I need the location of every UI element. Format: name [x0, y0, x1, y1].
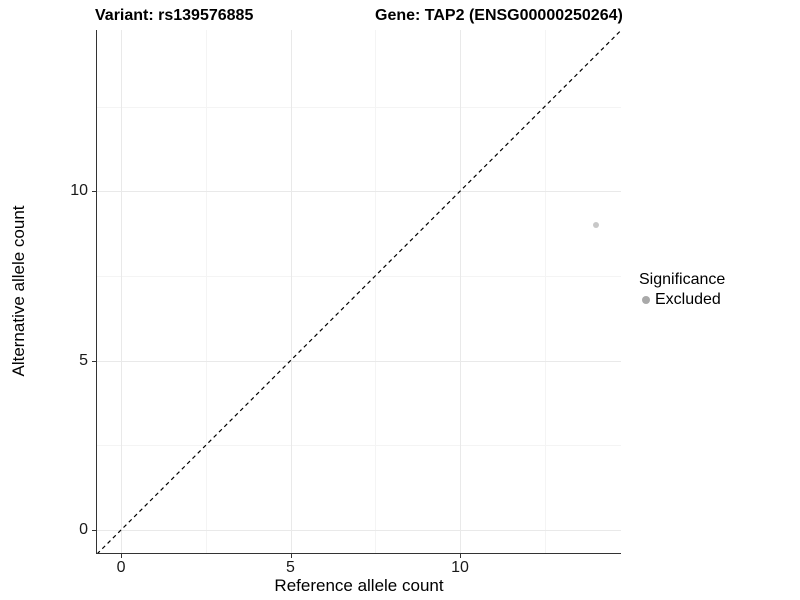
y-tick-label: 0 [79, 521, 88, 538]
plot-panel [96, 30, 621, 554]
data-point [592, 222, 599, 229]
y-axis-title: Alternative allele count [9, 205, 28, 377]
x-major-gridline [121, 30, 123, 553]
y-axis-tick [92, 360, 96, 362]
legend-key-dot-icon [642, 296, 650, 304]
y-tick-label: 10 [70, 182, 88, 200]
y-minor-gridline [97, 106, 621, 108]
x-tick-label: 10 [451, 559, 469, 576]
y-axis-tick [92, 191, 96, 193]
x-tick-label: 0 [116, 559, 126, 576]
y-axis-tick [92, 530, 96, 531]
legend-item-excluded: Excluded [639, 291, 725, 309]
x-minor-gridline [205, 30, 207, 553]
x-axis-title: Reference allele count [274, 576, 444, 595]
plot-title-gene: Gene: TAP2 (ENSG00000250264) [375, 7, 623, 24]
x-axis-tick [460, 554, 461, 558]
y-major-gridline [97, 191, 621, 193]
legend-title: Significance [639, 271, 726, 288]
x-axis-tick [290, 554, 292, 558]
legend-item-label: Excluded [655, 291, 721, 308]
x-tick-label: 5 [286, 559, 295, 576]
y-minor-gridline [97, 445, 621, 447]
legend: Significance Excluded [639, 270, 725, 309]
x-major-gridline [460, 30, 461, 553]
x-major-gridline [290, 30, 292, 553]
x-axis-tick [121, 554, 123, 558]
x-minor-gridline [544, 30, 546, 553]
y-minor-gridline [97, 275, 621, 277]
plot-title-variant: Variant: rs139576885 [95, 7, 254, 24]
x-minor-gridline [375, 30, 377, 553]
y-tick-label: 5 [79, 351, 88, 369]
y-major-gridline [97, 530, 621, 531]
y-major-gridline [97, 360, 621, 362]
identity-line [97, 30, 621, 553]
